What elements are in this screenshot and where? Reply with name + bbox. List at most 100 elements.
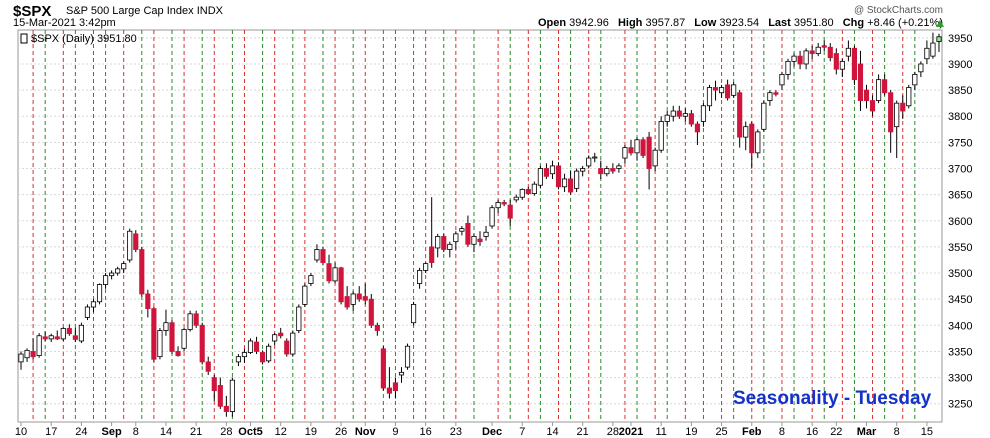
x-tick-label: 21 <box>577 426 589 438</box>
candle-body <box>906 87 912 107</box>
candle-body <box>96 284 103 303</box>
candle-body <box>628 147 634 154</box>
y-tick-label: 3950 <box>948 33 972 45</box>
candle-body <box>278 332 284 337</box>
candle-body <box>380 348 386 389</box>
candle-body <box>187 313 193 330</box>
candle-body <box>507 204 513 219</box>
candle-body <box>115 268 121 274</box>
candle-body <box>447 243 453 250</box>
x-tick-label: 28 <box>220 426 232 438</box>
candle-body <box>338 267 344 303</box>
candle-body <box>851 47 858 81</box>
candle-body <box>918 63 924 73</box>
candle-body <box>833 53 839 70</box>
x-tick-label: Sep <box>102 426 122 438</box>
x-tick-label: 12 <box>275 426 287 438</box>
x-tick-label: 19 <box>685 426 697 438</box>
candle-body <box>423 263 429 271</box>
candle-body <box>815 46 821 54</box>
candle-body <box>785 60 791 75</box>
candle-body <box>362 296 368 301</box>
candle-body <box>610 168 616 172</box>
candle-body <box>217 385 223 407</box>
candle-body <box>459 228 465 232</box>
y-tick-label: 3800 <box>948 111 972 123</box>
candle-body <box>555 165 562 188</box>
candle-body <box>253 341 260 352</box>
y-tick-label: 3750 <box>948 137 972 149</box>
candle-body <box>706 87 713 107</box>
x-tick-label: 25 <box>715 426 727 438</box>
candle-body <box>755 131 761 154</box>
x-tick-label: 9 <box>392 426 398 438</box>
x-tick-label: 16 <box>806 426 818 438</box>
candle-body <box>718 87 725 94</box>
candle-body <box>549 165 556 175</box>
candle-body <box>429 246 435 263</box>
candle-body <box>435 236 441 249</box>
candle-body <box>42 336 48 340</box>
candle-body <box>266 345 272 362</box>
last-value: 3951.80 <box>793 17 834 29</box>
high-value: 3957.87 <box>645 17 686 29</box>
y-tick-label: 3450 <box>948 294 972 306</box>
candle-body <box>471 236 477 245</box>
ohlc-readout: Open 3942.96 High 3957.87 Low 3923.54 La… <box>538 17 943 29</box>
candle-body <box>235 356 242 363</box>
chart-header: $SPX S&P 500 Large Cap Index INDX 15-Mar… <box>0 0 990 30</box>
candle-body <box>803 50 809 65</box>
candle-body <box>543 168 550 177</box>
candle-body <box>145 293 151 309</box>
candle-body <box>604 168 610 175</box>
candle-body <box>392 382 399 392</box>
y-tick-label: 3600 <box>948 216 972 228</box>
open-label: Open <box>537 17 567 29</box>
candle-body <box>465 222 471 245</box>
candle-body <box>133 233 139 250</box>
x-tick-label: 10 <box>15 426 27 438</box>
candle-body <box>24 349 30 359</box>
candle-body <box>477 238 483 243</box>
y-tick-label: 3700 <box>948 164 972 176</box>
candle-body <box>779 74 785 86</box>
candle-body <box>743 126 749 138</box>
x-tick-label: Mar <box>857 426 877 438</box>
candle-body <box>410 303 417 324</box>
candle-body <box>320 249 326 263</box>
candle-body <box>36 335 42 357</box>
candle-body <box>737 92 743 138</box>
candle-legend-icon <box>20 33 28 44</box>
candle-body <box>676 110 682 117</box>
candle-body <box>827 46 833 59</box>
candle-body <box>725 84 731 99</box>
x-tick-label: Oct5 <box>238 426 262 438</box>
candle-body <box>398 371 405 376</box>
candle-body <box>169 322 175 352</box>
candle-body <box>356 293 362 300</box>
candle-body <box>350 293 356 305</box>
candle-body <box>308 275 314 284</box>
candle-body <box>495 202 501 209</box>
candle-body <box>876 79 882 101</box>
candle-body <box>441 236 447 250</box>
candle-body <box>586 157 592 167</box>
x-tick-label: Feb <box>742 426 762 438</box>
candle-body <box>537 168 543 186</box>
candle-body <box>767 92 773 101</box>
y-tick-label: 3500 <box>948 268 972 280</box>
candle-body <box>314 249 320 261</box>
candle-body <box>646 136 652 169</box>
candle-body <box>181 329 187 349</box>
candle-body <box>417 270 423 284</box>
candle-body <box>700 105 707 122</box>
candle-body <box>664 114 670 122</box>
candle-body <box>368 298 374 326</box>
candle-body <box>72 335 78 340</box>
candle-body <box>483 231 489 237</box>
source-credit: @ StockCharts.com <box>853 5 943 16</box>
candle-body <box>761 102 767 130</box>
candle-body <box>658 121 664 151</box>
x-tick-label: 2021 <box>619 426 643 438</box>
